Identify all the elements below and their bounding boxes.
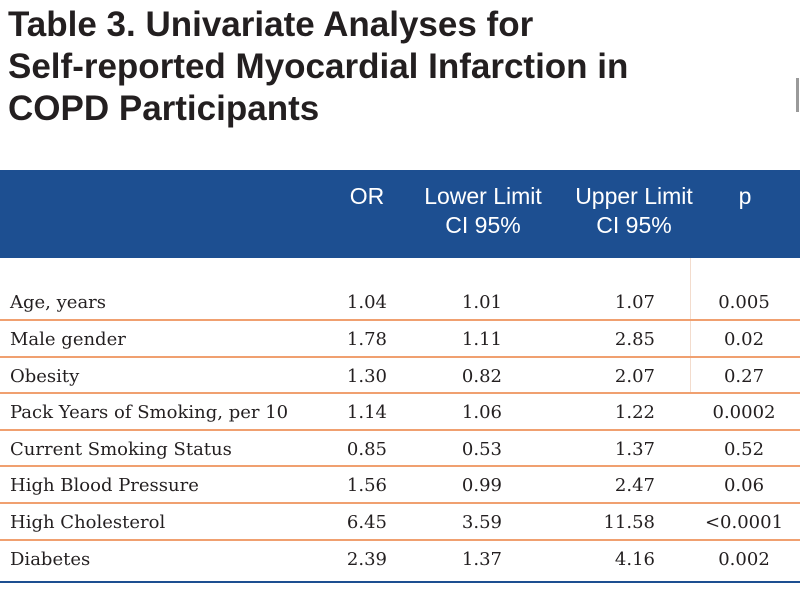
row-upper: 2.47 (614, 475, 655, 496)
row-lower: 1.01 (461, 292, 502, 313)
row-upper: 2.85 (614, 329, 655, 350)
column-header-upper-limit: Upper Limit CI 95% (562, 182, 706, 240)
row-label: High Blood Pressure (10, 475, 199, 496)
row-p: 0.005 (718, 292, 770, 313)
table-row: High Blood Pressure 1.56 0.99 2.47 0.06 (0, 466, 800, 502)
row-lower: 1.11 (461, 329, 502, 350)
table-row: Diabetes 2.39 1.37 4.16 0.002 (0, 540, 800, 576)
row-label: Obesity (10, 366, 80, 387)
row-label: Current Smoking Status (10, 439, 232, 460)
row-label: Age, years (10, 292, 107, 313)
row-separator (0, 539, 800, 541)
table-bottom-rule (0, 581, 800, 583)
table-row: Obesity 1.30 0.82 2.07 0.27 (0, 357, 800, 393)
row-or: 1.14 (346, 402, 387, 423)
row-or: 1.78 (346, 329, 387, 350)
row-upper: 1.07 (614, 292, 655, 313)
row-upper: 4.16 (614, 549, 655, 570)
row-label: Male gender (10, 329, 126, 350)
row-p: 0.02 (723, 329, 765, 350)
row-lower: 0.82 (461, 366, 502, 387)
row-or: 2.39 (346, 549, 387, 570)
row-or: 0.85 (346, 439, 387, 460)
table-row: Current Smoking Status 0.85 0.53 1.37 0.… (0, 430, 800, 466)
row-p: 0.0002 (712, 402, 776, 423)
table-header: OR Lower Limit CI 95% Upper Limit CI 95%… (0, 170, 800, 258)
column-header-lower-limit: Lower Limit CI 95% (408, 182, 558, 240)
table-row: Age, years 1.04 1.01 1.07 0.005 (0, 283, 800, 319)
column-header-p-label: p (738, 183, 752, 209)
column-header-or-label: OR (349, 183, 385, 209)
row-upper: 1.22 (614, 402, 655, 423)
column-header-upper-line-1: Upper Limit (575, 183, 693, 209)
row-separator (0, 319, 800, 321)
table-row: Male gender 1.78 1.11 2.85 0.02 (0, 320, 800, 356)
row-lower: 0.99 (461, 475, 502, 496)
row-or: 6.45 (346, 512, 387, 533)
row-upper: 2.07 (614, 366, 655, 387)
row-or: 1.30 (346, 366, 387, 387)
row-label: Pack Years of Smoking, per 10 (10, 402, 289, 423)
table-title-line-3: COPD Participants (8, 89, 320, 128)
row-lower: 1.06 (461, 402, 502, 423)
row-separator (0, 356, 800, 358)
table-title: Table 3. Univariate Analyses for Self-re… (8, 4, 768, 130)
row-label: Diabetes (10, 549, 91, 570)
row-upper: 1.37 (614, 439, 655, 460)
column-divider (690, 258, 691, 392)
row-or: 1.56 (346, 475, 387, 496)
column-header-upper-line-2: CI 95% (596, 212, 672, 238)
row-separator (0, 465, 800, 467)
row-separator (0, 502, 800, 504)
row-p: 0.27 (723, 366, 765, 387)
row-or: 1.04 (346, 292, 387, 313)
table-title-line-1: Table 3. Univariate Analyses for (8, 5, 534, 44)
row-label: High Cholesterol (10, 512, 166, 533)
row-p: 0.06 (723, 475, 765, 496)
row-upper: 11.58 (603, 512, 655, 533)
row-p: 0.52 (723, 439, 765, 460)
row-lower: 3.59 (461, 512, 502, 533)
table-title-line-2: Self-reported Myocardial Infarction in (8, 47, 629, 86)
row-p: 0.002 (718, 549, 770, 570)
row-separator (0, 392, 800, 394)
row-p: <0.0001 (704, 512, 784, 533)
page-edge-mark (796, 78, 799, 112)
table-row: High Cholesterol 6.45 3.59 11.58 <0.0001 (0, 503, 800, 539)
row-separator (0, 429, 800, 431)
column-header-lower-line-2: CI 95% (445, 212, 521, 238)
column-header-p: p (710, 182, 780, 211)
column-header-lower-line-1: Lower Limit (424, 183, 542, 209)
row-lower: 0.53 (461, 439, 502, 460)
column-header-or: OR (330, 182, 404, 211)
row-lower: 1.37 (461, 549, 502, 570)
table-row: Pack Years of Smoking, per 10 1.14 1.06 … (0, 393, 800, 429)
